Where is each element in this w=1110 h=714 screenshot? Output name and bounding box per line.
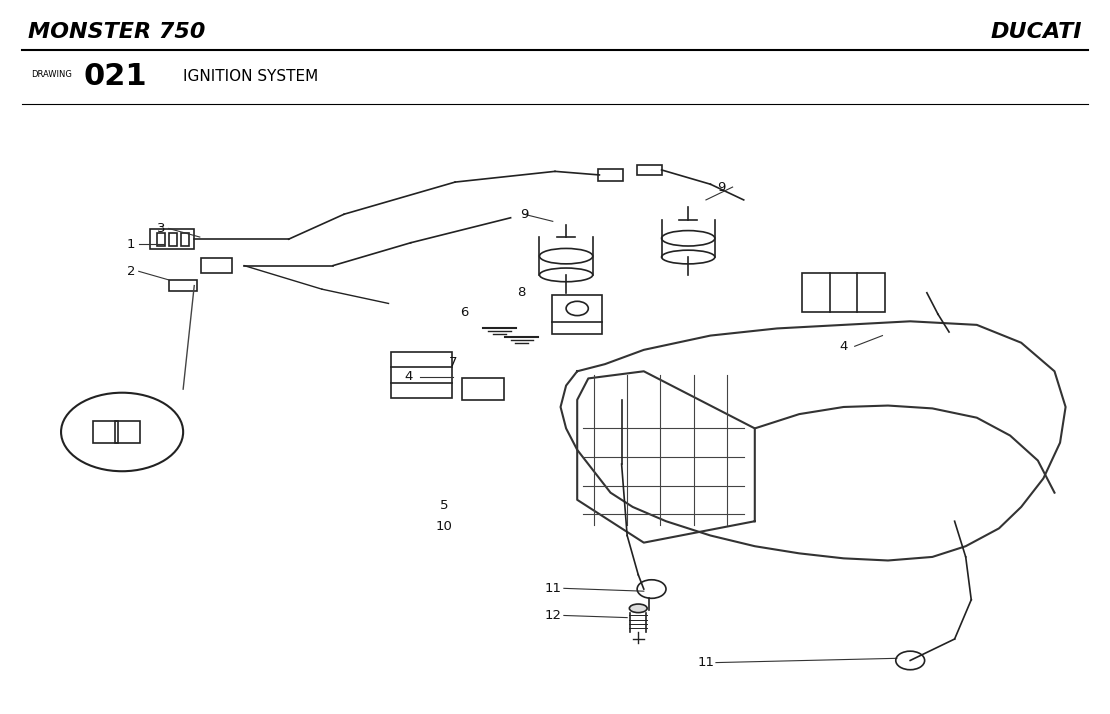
Text: 9: 9 xyxy=(717,181,726,193)
Bar xyxy=(169,280,198,291)
Bar xyxy=(553,294,602,334)
Text: DRAWING: DRAWING xyxy=(31,71,72,79)
Text: 4: 4 xyxy=(404,371,413,383)
Text: 9: 9 xyxy=(519,208,528,221)
Text: 1: 1 xyxy=(127,238,135,251)
Text: 3: 3 xyxy=(157,222,165,235)
Text: 021: 021 xyxy=(83,62,147,91)
Text: 11: 11 xyxy=(544,582,562,595)
Bar xyxy=(637,165,662,175)
Text: 7: 7 xyxy=(448,356,457,369)
Text: 12: 12 xyxy=(544,609,562,622)
Bar xyxy=(150,229,194,249)
Text: DUCATI: DUCATI xyxy=(991,22,1082,42)
Text: 10: 10 xyxy=(435,521,453,533)
Text: 6: 6 xyxy=(460,306,468,319)
Bar xyxy=(462,378,504,400)
Bar xyxy=(598,169,623,181)
Bar xyxy=(93,421,118,443)
Text: 8: 8 xyxy=(517,286,526,299)
Bar xyxy=(391,352,453,398)
Text: 5: 5 xyxy=(440,499,448,512)
Bar xyxy=(115,421,140,443)
Bar xyxy=(201,258,232,273)
Bar xyxy=(169,233,178,246)
Text: 4: 4 xyxy=(839,340,848,353)
Ellipse shape xyxy=(629,604,647,613)
Bar xyxy=(801,273,886,313)
Bar xyxy=(181,233,189,246)
Text: IGNITION SYSTEM: IGNITION SYSTEM xyxy=(183,69,319,84)
Text: MONSTER 750: MONSTER 750 xyxy=(28,22,205,42)
Text: 2: 2 xyxy=(127,265,135,278)
Text: 11: 11 xyxy=(697,656,715,669)
Bar xyxy=(158,233,165,246)
